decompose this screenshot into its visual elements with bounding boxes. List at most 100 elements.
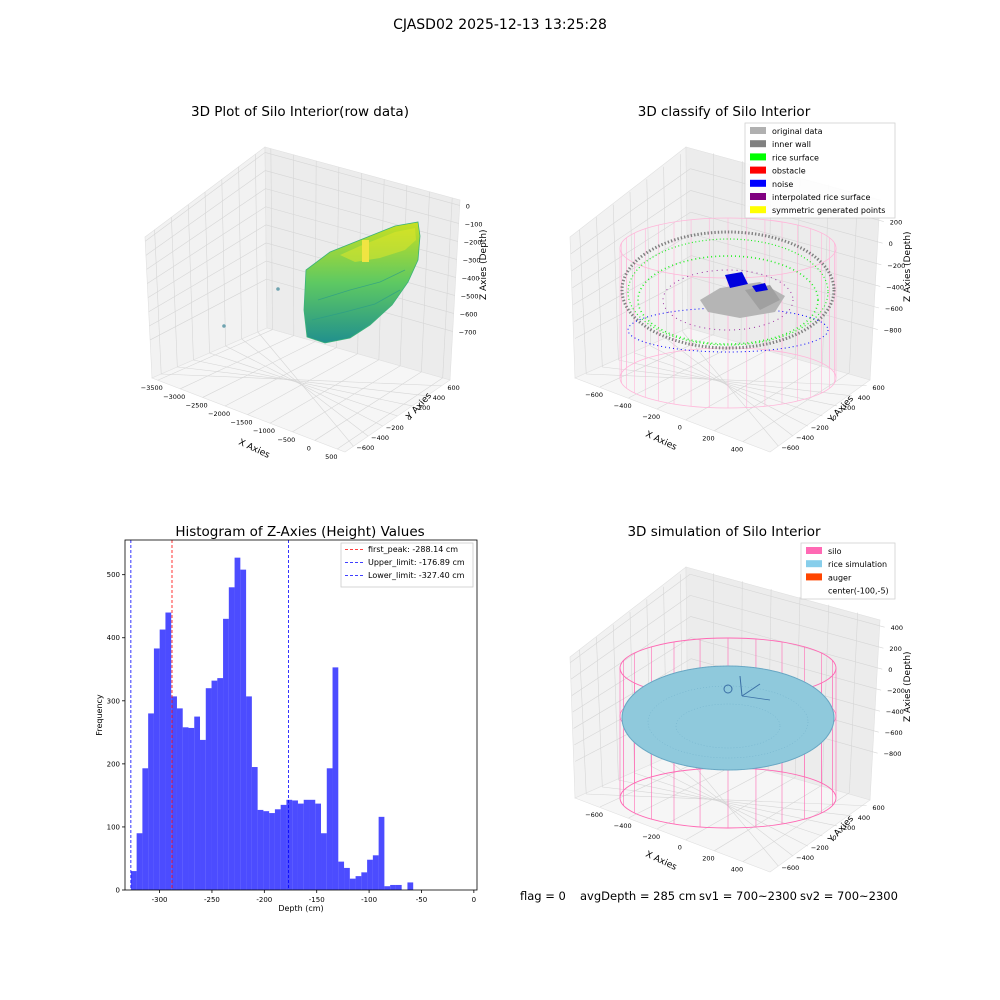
panel-0-ytick-label: −600 xyxy=(356,444,374,452)
grid-line-y-wall xyxy=(579,229,587,375)
panel-0-xtick-label: 500 xyxy=(325,453,337,461)
panel-3-ytick-label: −400 xyxy=(796,854,814,862)
xtick-label: -300 xyxy=(152,896,168,904)
legend-label: noise xyxy=(772,180,793,189)
panel1-title: 3D Plot of Silo Interior(row data) xyxy=(191,104,409,120)
panel-0-xtick-label: −1000 xyxy=(253,427,275,435)
panel-1-xtick-label: −600 xyxy=(585,391,603,399)
legend-label: inner wall xyxy=(772,140,811,149)
panel-1-ytick-label: 600 xyxy=(872,384,884,392)
ytick-label: 500 xyxy=(107,571,120,579)
legend-label: rice simulation xyxy=(828,560,887,569)
xtick-label: -50 xyxy=(416,896,427,904)
histogram-bar xyxy=(349,878,356,890)
histogram-bar xyxy=(234,557,241,890)
grid-line-y-floor xyxy=(666,758,794,857)
grid-line-z-left xyxy=(570,595,691,680)
histogram-bar xyxy=(280,804,287,890)
grid-line-x-wall xyxy=(849,192,858,373)
grid-line-z-left xyxy=(146,188,266,270)
grid-line-z-left xyxy=(147,206,266,284)
panel-1-ztick-label: −200 xyxy=(887,262,905,270)
histogram-bar xyxy=(188,727,195,890)
grid-line-y-wall xyxy=(646,179,651,347)
panel-0-xtick-label: −3500 xyxy=(141,384,163,392)
grid-line-z-back xyxy=(690,573,885,628)
panel3-ylabel: Frequency xyxy=(95,694,104,736)
legend-swatch xyxy=(750,127,766,134)
histogram-bar xyxy=(142,768,149,890)
panel-0-ztick-label: −300 xyxy=(463,256,481,264)
histogram-bar xyxy=(384,886,391,890)
histogram-bar xyxy=(153,648,160,890)
panel-1-ztick-label: 0 xyxy=(889,240,893,248)
ytick-label: 300 xyxy=(107,697,120,705)
grid-line-z-left xyxy=(571,616,691,696)
histogram-bar xyxy=(205,688,212,890)
panel-0-xtick-label: −1500 xyxy=(231,419,253,427)
panel-1-ytick-label: −400 xyxy=(796,434,814,442)
legend-swatch xyxy=(750,153,766,161)
grid-line-z-left xyxy=(148,242,267,312)
histogram-bar xyxy=(251,767,258,890)
panel4-legend: silo rice simulation auger center(-100,-5) xyxy=(800,542,896,600)
legend-swatch xyxy=(750,140,766,148)
panel-3-ztick-label: 0 xyxy=(888,666,892,674)
panel3-histogram: -300 -250 -200 -150 -100 -50 0 0 100 200 300 400 50… xyxy=(95,539,478,913)
panel4-title: 3D simulation of Silo Interior xyxy=(627,524,821,540)
panel-0-xtick-label: −500 xyxy=(277,436,295,444)
histogram-bar xyxy=(332,667,339,890)
panel2-title: 3D classify of Silo Interior xyxy=(637,104,811,120)
grid-line-x-wall xyxy=(270,148,273,330)
panel-0-xtick-label: −2500 xyxy=(186,401,208,409)
panel2-cylinder xyxy=(619,217,837,409)
panel-1-ytick-label: −600 xyxy=(781,444,799,452)
legend-label: obstacle xyxy=(772,167,806,176)
panel2-zlabel: Z Axies (Depth) xyxy=(903,231,913,302)
histogram-bar xyxy=(274,809,281,890)
grid-line-y-wall xyxy=(221,179,226,347)
histogram-bar xyxy=(217,678,224,890)
panel-0-ztick-label: −100 xyxy=(465,220,483,228)
panel-1-ztick-label: −800 xyxy=(884,327,902,335)
panel-0-ztick-label: −700 xyxy=(459,328,477,336)
legend-swatch xyxy=(806,573,822,581)
footer-sv1: sv1 = 700~2300 xyxy=(699,889,797,903)
grid-line-z-back xyxy=(265,188,458,242)
grid-line-y-floor xyxy=(586,373,867,387)
histogram-bar xyxy=(194,716,201,890)
histogram-bar xyxy=(338,861,345,890)
grid-line-z-left xyxy=(147,224,267,298)
panel4-grid xyxy=(570,573,885,867)
footer-flag: flag = 0 xyxy=(520,889,566,903)
panel-0-ztick-label: −500 xyxy=(461,292,479,300)
grid-line-z-back xyxy=(691,255,880,309)
grid-line-x-wall xyxy=(421,191,430,372)
grid-line-y-floor xyxy=(177,366,427,397)
legend-swatch xyxy=(750,166,766,174)
xtick-label: -200 xyxy=(256,896,272,904)
panel2-legend: original data inner wall rice surface obsta… xyxy=(744,122,896,219)
histogram-bar xyxy=(309,799,316,890)
legend-label: Lower_limit: -327.40 cm xyxy=(368,571,465,580)
auger-icon xyxy=(723,675,771,701)
panel-3-ytick-label: 0 xyxy=(832,834,836,842)
panel-1-xtick-label: 200 xyxy=(702,435,714,443)
panel3-title: Histogram of Z-Axies (Height) Values xyxy=(175,524,425,540)
panel3-legend: first_peak: -288.14 cm Upper_limit: -176.… xyxy=(340,542,474,588)
panel-1-ytick-label: 400 xyxy=(858,394,870,402)
panel-3-ztick-label: 400 xyxy=(891,624,903,632)
histogram-bar xyxy=(136,833,143,890)
panel-3-xtick-label: 0 xyxy=(678,844,682,852)
grid-line-z-back xyxy=(690,595,884,649)
grid-line-z-left xyxy=(572,211,691,289)
panel-0-ztick-label: −200 xyxy=(464,238,482,246)
xtick-label: -250 xyxy=(204,896,220,904)
grid-line-y-floor xyxy=(634,352,823,417)
legend-swatch xyxy=(750,193,766,200)
histogram-bar xyxy=(130,871,137,890)
panel-3-ztick-label: −400 xyxy=(886,708,904,716)
histogram-bar xyxy=(223,618,229,890)
grid-line-y-wall xyxy=(171,217,178,368)
xtick-label: -100 xyxy=(361,896,377,904)
